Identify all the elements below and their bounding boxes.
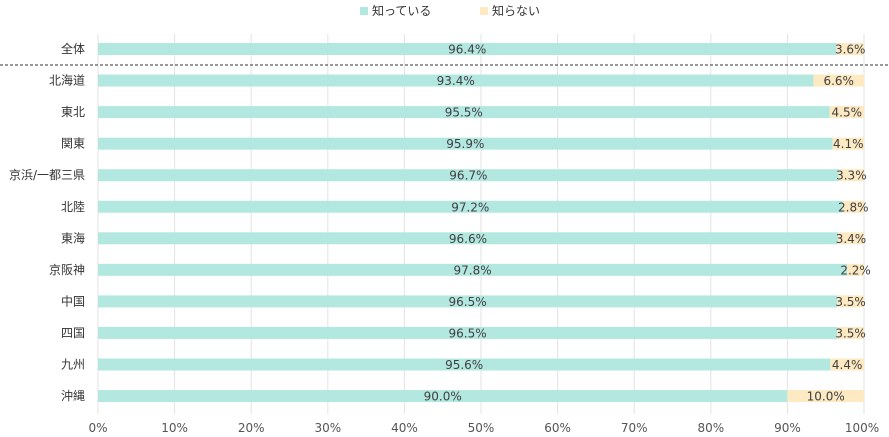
- legend-label: 知らない: [492, 4, 540, 18]
- data-label: 96.7%: [449, 169, 487, 183]
- bar-segment: [837, 326, 864, 339]
- bars: [98, 43, 864, 403]
- legend-swatch: [480, 7, 488, 15]
- bar-segment: [98, 263, 848, 276]
- data-label: 3.5%: [835, 326, 866, 340]
- bar-segment: [837, 232, 864, 245]
- x-tick-label: 100%: [845, 421, 879, 435]
- data-labels: 96.4% 3.6% 93.4% 6.6% 95.5% 4.5% 95.9% 4.1% 96.7…: [424, 43, 871, 404]
- bar-segment: [98, 43, 837, 55]
- data-label: 97.2%: [451, 200, 489, 214]
- x-tick-label: 50%: [468, 421, 495, 435]
- x-tick-label: 80%: [697, 421, 724, 435]
- data-label: 93.4%: [437, 74, 475, 88]
- bar-segment: [838, 169, 864, 182]
- x-tick-label: 10%: [161, 421, 188, 435]
- bar-segment: [98, 169, 839, 182]
- data-label: 96.6%: [449, 232, 487, 246]
- category-label: 関東: [61, 137, 85, 151]
- data-label: 3.6%: [835, 43, 866, 57]
- bar-segment: [830, 358, 864, 371]
- x-tick-label: 70%: [621, 421, 648, 435]
- bar-segment: [98, 295, 838, 308]
- data-label: 96.4%: [448, 43, 486, 57]
- data-label: 3.4%: [836, 232, 867, 246]
- bar-segment: [836, 43, 864, 55]
- legend-label: 知っている: [372, 4, 431, 18]
- category-label: 沖縄: [61, 388, 85, 403]
- data-label: 96.5%: [449, 295, 487, 309]
- data-label: 4.1%: [833, 137, 864, 151]
- x-tick-label: 30%: [314, 421, 341, 435]
- data-label: 95.9%: [446, 137, 484, 151]
- data-label: 4.5%: [832, 106, 863, 120]
- category-label: 北海道: [49, 73, 85, 88]
- category-label: 全体: [61, 41, 85, 56]
- bar-segment: [98, 232, 838, 245]
- data-label: 2.2%: [840, 263, 871, 277]
- bar-segment: [98, 326, 838, 339]
- bar-segment: [787, 390, 864, 403]
- category-label: 四国: [61, 326, 85, 340]
- bar-segment: [832, 137, 864, 150]
- legend: 知っている 知らない: [360, 4, 540, 18]
- bar-segment: [813, 74, 864, 87]
- legend-swatch: [360, 7, 368, 15]
- bar-segment: [98, 106, 830, 119]
- data-label: 96.5%: [449, 326, 487, 340]
- gridlines: [0, 34, 889, 414]
- data-label: 3.5%: [835, 295, 866, 309]
- data-label: 3.3%: [836, 169, 867, 183]
- data-label: 95.5%: [445, 106, 483, 120]
- category-label: 京浜/一都三県: [9, 168, 85, 182]
- x-tick-label: 0%: [88, 421, 107, 435]
- category-label: 中国: [61, 293, 85, 308]
- bar-segment: [842, 200, 864, 213]
- bar-segment: [98, 200, 843, 213]
- category-label: 北陸: [61, 200, 85, 214]
- x-tick-label: 40%: [391, 421, 418, 435]
- bar-segment: [98, 137, 833, 150]
- category-label: 東海: [61, 230, 85, 245]
- data-label: 95.6%: [445, 358, 483, 372]
- data-label: 2.8%: [838, 200, 869, 214]
- data-label: 10.0%: [807, 390, 845, 404]
- bar-segment: [847, 263, 864, 276]
- data-label: 6.6%: [823, 74, 854, 88]
- category-label: 東北: [61, 105, 85, 119]
- category-label: 九州: [61, 358, 85, 372]
- data-label: 97.8%: [454, 263, 492, 277]
- x-tick-label: 60%: [544, 421, 571, 435]
- bar-segment: [98, 358, 831, 371]
- bar-segment: [837, 295, 864, 308]
- bar-segment: [829, 106, 864, 119]
- x-axis-ticks: 0% 10% 20% 30% 40% 50% 60% 70% 80% 90% 100%: [88, 421, 879, 435]
- x-tick-label: 90%: [774, 421, 801, 435]
- bar-segment: [98, 390, 788, 403]
- bar-segment: [98, 74, 814, 87]
- data-label: 4.4%: [832, 358, 863, 372]
- x-tick-label: 20%: [238, 421, 265, 435]
- data-label: 90.0%: [424, 390, 462, 404]
- category-label: 京阪神: [49, 263, 85, 277]
